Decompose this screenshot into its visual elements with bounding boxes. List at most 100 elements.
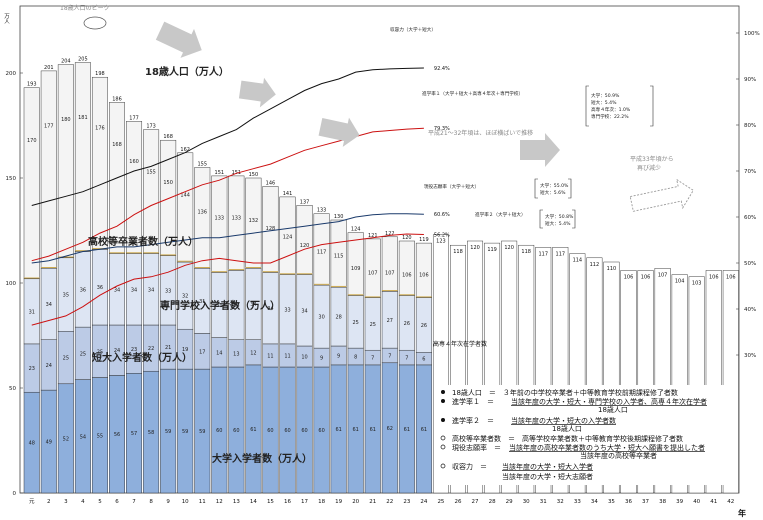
x-tick-label: 13 bbox=[233, 499, 240, 505]
hs-grad-label: 180 bbox=[61, 117, 71, 123]
legend-line-2a: 進学率１ ＝ bbox=[452, 397, 494, 406]
bar-segment bbox=[347, 232, 364, 296]
bar-segment bbox=[279, 196, 296, 275]
x-tick-label: 30 bbox=[523, 499, 530, 505]
bar-value-label: 52 bbox=[63, 436, 69, 442]
bar-segment bbox=[296, 205, 313, 275]
bar-value-label: 60 bbox=[267, 428, 273, 434]
bar-total-label: 205 bbox=[78, 57, 88, 63]
bar-total-label: 141 bbox=[283, 191, 293, 197]
bar-total-label: 120 bbox=[402, 235, 412, 241]
bars-group: 4823311701934924341772015225351802045425… bbox=[23, 57, 739, 494]
bar-value-label: 57 bbox=[131, 431, 137, 437]
bar-value-label: 34 bbox=[46, 302, 52, 308]
hs-grad-label: 106 bbox=[402, 272, 412, 278]
bar-value-label: 30 bbox=[318, 315, 324, 321]
bar-total-label: 118 bbox=[453, 249, 463, 255]
bar-value-label: 22 bbox=[148, 346, 154, 352]
bar-value-label: 61 bbox=[421, 427, 427, 433]
y2-tick-label: 70% bbox=[744, 169, 756, 175]
bar-value-label: 54 bbox=[80, 434, 86, 440]
bar-total-label: 106 bbox=[709, 274, 719, 280]
hs-grad-label: 150 bbox=[163, 180, 173, 186]
y2-tick-label: 60% bbox=[744, 215, 756, 221]
x-axis-label: 年 bbox=[738, 508, 746, 518]
bar-value-label: 34 bbox=[114, 287, 120, 293]
bar-total-label: 155 bbox=[197, 162, 207, 168]
bar-total-label: 201 bbox=[44, 65, 54, 71]
hs-grad-label: 144 bbox=[180, 193, 190, 199]
trend-end-label: 79.3% bbox=[434, 126, 450, 132]
x-tick-label: 38 bbox=[659, 499, 666, 505]
bar-value-label: 25 bbox=[370, 322, 376, 328]
bar-value-label: 48 bbox=[29, 441, 35, 447]
box1-line1: 大学：50.9% bbox=[591, 92, 620, 99]
bar-total-label: 103 bbox=[692, 281, 702, 287]
bar-value-label: 7 bbox=[388, 353, 391, 359]
bar-total-label: 118 bbox=[521, 249, 531, 255]
bar-value-label: 55 bbox=[97, 433, 103, 439]
x-tick-label: 12 bbox=[216, 499, 223, 505]
x-tick-label: 15 bbox=[267, 499, 274, 505]
bar-value-label: 34 bbox=[267, 306, 273, 312]
bar-total-label: 204 bbox=[61, 59, 71, 65]
legend-bullet-1 bbox=[441, 390, 445, 394]
bar-total-label: 124 bbox=[351, 227, 361, 233]
bar-value-label: 7 bbox=[405, 356, 408, 362]
bar-segment bbox=[245, 177, 262, 269]
legend-line-6b: 当該年度の大学・短大入学者 bbox=[502, 462, 593, 471]
legend-line-2b: 当該年度の大学・短大・専門学校の入学者、高専４年次在学者 bbox=[511, 397, 707, 406]
bar-total-label: 104 bbox=[675, 279, 685, 285]
bar-value-label: 62 bbox=[387, 426, 393, 432]
trend-line bbox=[31, 233, 424, 326]
box1-line4: 専門学校：22.2% bbox=[591, 113, 629, 120]
hs-grad-label: 117 bbox=[317, 249, 327, 255]
bar-segment bbox=[194, 167, 211, 269]
trend-line bbox=[31, 213, 424, 264]
x-tick-label: 35 bbox=[608, 499, 615, 505]
x-tick-label: 31 bbox=[540, 499, 547, 505]
decline-note-1: 平成33年頃から bbox=[630, 155, 674, 163]
x-tick-label: 9 bbox=[166, 499, 170, 505]
bar-segment bbox=[91, 76, 108, 250]
bar-total-label: 117 bbox=[556, 251, 566, 257]
bar-total-label: 173 bbox=[146, 124, 156, 130]
bar-value-label: 31 bbox=[199, 299, 205, 305]
arrow-1 bbox=[155, 21, 202, 58]
x-tick-label: 10 bbox=[182, 499, 189, 505]
rate2-breakdown-box: 大学：50.8% 短大：5.4% bbox=[539, 209, 576, 229]
x-tick-label: 2 bbox=[47, 499, 51, 505]
hs-grad-label: 136 bbox=[197, 209, 207, 215]
bar-value-label: 61 bbox=[353, 427, 359, 433]
bar-total-label: 151 bbox=[215, 170, 225, 176]
hs-grad-label: 132 bbox=[249, 218, 259, 224]
bar-value-label: 17 bbox=[199, 349, 205, 355]
x-tick-label: 16 bbox=[284, 499, 291, 505]
y-tick-label: 50 bbox=[9, 386, 16, 392]
bar-value-label: 23 bbox=[131, 347, 137, 353]
bar-segment bbox=[415, 242, 432, 298]
hs-grad-label: 133 bbox=[215, 216, 225, 222]
bar-total-label: 137 bbox=[300, 199, 310, 205]
hs-grad-label: 124 bbox=[283, 235, 293, 241]
line-name-capacity: 収容力（大学＋短大） bbox=[390, 26, 436, 33]
bar-value-label: 10 bbox=[301, 355, 307, 361]
label-univ: 大学入学者数（万人） bbox=[212, 452, 312, 465]
arrow-3 bbox=[318, 117, 360, 147]
x-tick-label: 28 bbox=[489, 499, 496, 505]
bar-value-label: 59 bbox=[182, 429, 188, 435]
bar-segment bbox=[143, 129, 160, 254]
bar-total-label: 106 bbox=[624, 274, 634, 280]
bar-value-label: 19 bbox=[182, 347, 188, 353]
bar-value-label: 60 bbox=[284, 428, 290, 434]
x-tick-label: 5 bbox=[98, 499, 102, 505]
x-tick-label: 14 bbox=[250, 499, 257, 505]
bar-value-label: 60 bbox=[318, 428, 324, 434]
bar-value-label: 31 bbox=[29, 309, 35, 315]
bar-segment bbox=[211, 175, 228, 273]
legend-line-3b: 当該年度の大学・短大の入学者数 bbox=[511, 416, 616, 425]
x-tick-label: 4 bbox=[81, 499, 85, 505]
bar-segment bbox=[398, 240, 415, 296]
legend-line-5a: 現役志願率 ＝ bbox=[452, 443, 501, 452]
